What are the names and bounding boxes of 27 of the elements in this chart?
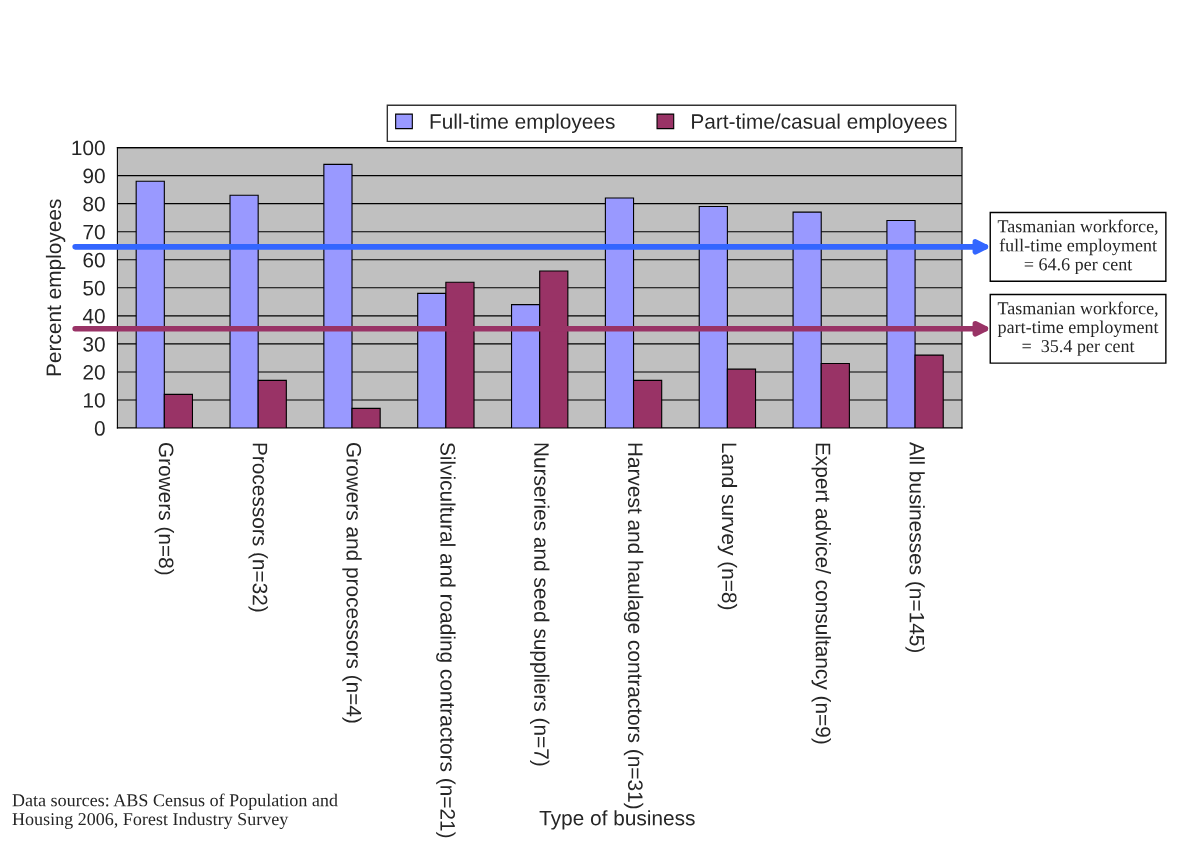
x-tick-label: Growers and processors (n=4) [342,442,362,723]
x-tick-label: All businesses (n=145) [905,441,925,652]
ref-line-label: Tasmanian workforce, full-time employment = 64.6 per cent [997,219,1158,275]
y-tick-label: 10 [84,393,105,408]
legend-label: Full-time employees [430,113,615,133]
y-tick-label: 90 [83,168,105,184]
y-tick-label: 60 [83,252,105,268]
text: Data sources: ABS Census of Population and Housing 2006, Forest Industry Survey [12,793,338,829]
x-axis-title: Type of business [539,810,695,830]
x-tick-label: Growers (n=8) [154,442,175,575]
x-tick-label: Nurseries and seed suppliers (n=7) [529,443,550,766]
x-tick-label: Silvicultural and roading contractors (n=21) [436,442,456,838]
x-tick-label: Expert advice/ consultancy (n=9) [811,443,831,744]
x-tick-label: Land survey (n=8) [717,443,738,610]
y-tick-label: 50 [83,280,105,296]
y-tick-label: 100 [72,140,105,156]
x-tick-label: Processors (n=32) [248,443,268,612]
x-tick-label: Harvest and haulage contractors (n=31) [623,443,644,809]
legend-label: Part-time/casual employees [692,113,947,133]
y-tick-label: 20 [83,364,105,380]
y-tick-label: 0 [94,421,105,436]
y-axis-title: Percent employees [45,199,66,376]
ref-line-label: Tasmanian workforce, part-time employment = 35.4 per cent [997,301,1159,356]
y-tick-label: 30 [83,336,105,352]
y-tick-label: 80 [83,196,105,212]
y-tick-label: 40 [82,308,105,324]
y-tick-label: 70 [83,224,105,240]
